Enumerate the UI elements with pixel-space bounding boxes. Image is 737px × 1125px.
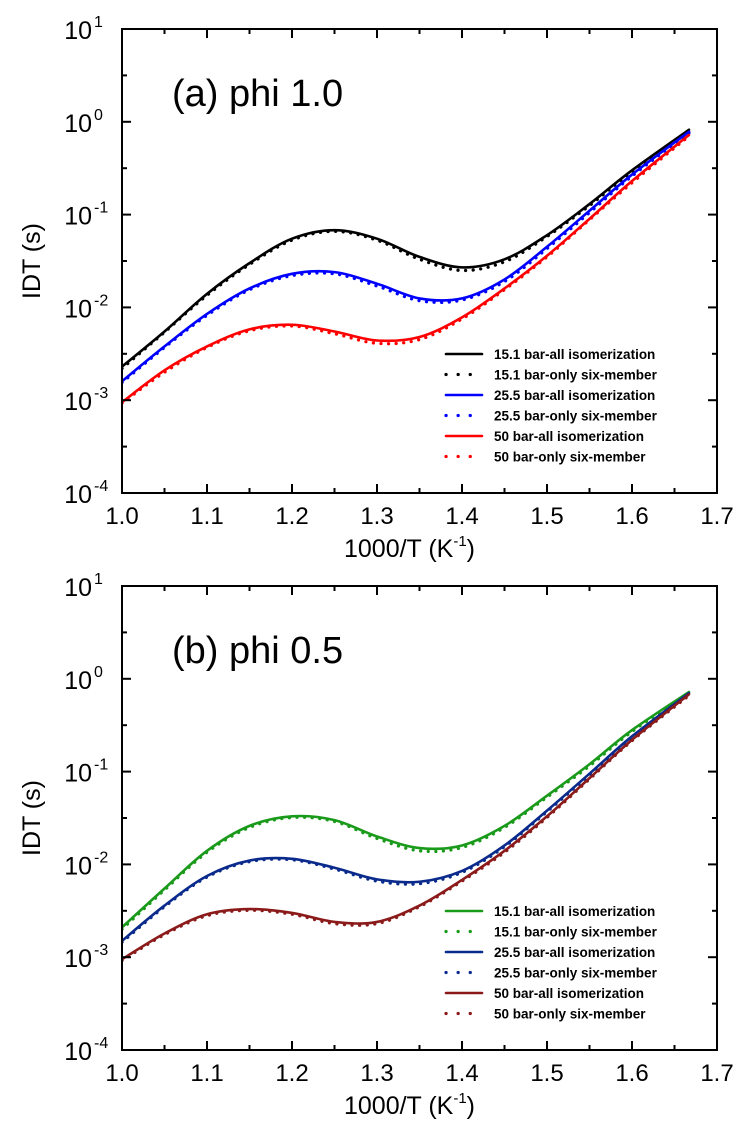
x-tick-label: 1.6 <box>615 1060 648 1087</box>
x-axis: 1.0 1.1 1.2 1.3 1.4 1.5 1.6 1.7 <box>105 29 734 530</box>
x-tick-label: 1.2 <box>275 1060 308 1087</box>
x-tick-label: 1.3 <box>360 503 393 530</box>
y-tick-label-base: 10 <box>64 17 92 45</box>
y-tick-label-exponent: -2 <box>94 849 108 866</box>
legend-label: 15.1 bar-only six-member <box>494 368 658 383</box>
y-axis-title: IDT (s) <box>18 223 46 299</box>
x-tick-label: 1.5 <box>530 1060 563 1087</box>
y-tick-label-base: 10 <box>64 481 92 509</box>
x-axis-title: 1000/T (K-1) <box>344 1090 475 1120</box>
x-tick-label: 1.1 <box>190 1060 223 1087</box>
y-tick-label-base: 10 <box>64 945 92 973</box>
y-tick-label-exponent: 0 <box>94 664 103 681</box>
series-group <box>122 690 691 963</box>
series-line <box>122 691 691 931</box>
chart-panel-b: 1.0 1.1 1.2 1.3 1.4 1.5 1.6 1.710-410-310-210-1… <box>18 571 734 1120</box>
y-tick-label-base: 10 <box>64 574 92 602</box>
x-tick-label: 1.1 <box>190 503 223 530</box>
legend-label: 25.5 bar-all isomerization <box>494 945 655 960</box>
y-tick-label-exponent: 1 <box>94 571 103 588</box>
legend-label: 50 bar-all isomerization <box>494 429 644 444</box>
legend-label: 15.1 bar-all isomerization <box>494 904 655 919</box>
x-tick-label: 1.7 <box>700 1060 733 1087</box>
series-line <box>122 131 691 385</box>
series-line <box>122 693 691 963</box>
legend-label: 25.5 bar-only six-member <box>494 966 658 981</box>
y-tick-label-exponent: -2 <box>94 292 108 309</box>
y-tick-label-exponent: 1 <box>94 14 103 31</box>
legend-label: 50 bar-only six-member <box>494 450 646 465</box>
y-tick-label-exponent: 0 <box>94 107 103 124</box>
legend: 15.1 bar-all isomerization 15.1 bar-only … <box>444 904 658 1022</box>
panel-label: (b) phi 0.5 <box>172 630 343 672</box>
y-tick-label-base: 10 <box>64 667 92 695</box>
legend-label: 50 bar-all isomerization <box>494 986 644 1001</box>
legend-label: 15.1 bar-all isomerization <box>494 347 655 362</box>
series-line <box>122 130 691 383</box>
y-tick-label-exponent: -4 <box>94 1035 108 1052</box>
y-tick-label-exponent: -3 <box>94 385 108 402</box>
x-tick-label: 1.7 <box>700 503 733 530</box>
y-tick-label-base: 10 <box>64 203 92 231</box>
series-line <box>122 134 691 405</box>
legend-label: 25.5 bar-all isomerization <box>494 388 655 403</box>
legend-label: 15.1 bar-only six-member <box>494 925 658 940</box>
y-tick-label-exponent: -1 <box>94 200 108 217</box>
x-tick-label: 1.2 <box>275 503 308 530</box>
x-tick-label: 1.4 <box>445 503 478 530</box>
series-line <box>122 693 691 961</box>
series-line <box>122 690 691 929</box>
y-tick-label-base: 10 <box>64 295 92 323</box>
x-tick-label: 1.4 <box>445 1060 478 1087</box>
y-tick-label-exponent: -3 <box>94 942 108 959</box>
x-tick-label: 1.6 <box>615 503 648 530</box>
series-group <box>122 128 691 405</box>
y-tick-label-base: 10 <box>64 110 92 138</box>
y-tick-label-exponent: -4 <box>94 478 108 495</box>
series-line <box>122 133 691 404</box>
y-tick-label-base: 10 <box>64 1038 92 1066</box>
legend-label: 50 bar-only six-member <box>494 1007 646 1022</box>
y-tick-label-base: 10 <box>64 852 92 880</box>
y-axis-title: IDT (s) <box>18 780 46 856</box>
y-tick-label-exponent: -1 <box>94 757 108 774</box>
x-tick-label: 1.0 <box>105 503 138 530</box>
y-tick-label-base: 10 <box>64 388 92 416</box>
series-line <box>122 128 691 368</box>
x-axis: 1.0 1.1 1.2 1.3 1.4 1.5 1.6 1.7 <box>105 586 734 1087</box>
x-tick-label: 1.5 <box>530 503 563 530</box>
y-tick-label-base: 10 <box>64 760 92 788</box>
chart-panel-a: 1.0 1.1 1.2 1.3 1.4 1.5 1.6 1.710-410-310-210-1… <box>18 14 734 563</box>
series-line <box>122 129 691 371</box>
x-tick-label: 1.3 <box>360 1060 393 1087</box>
x-axis-title: 1000/T (K-1) <box>344 533 475 563</box>
panel-label: (a) phi 1.0 <box>172 73 343 115</box>
legend-label: 25.5 bar-only six-member <box>494 409 658 424</box>
series-line <box>122 692 691 944</box>
legend: 15.1 bar-all isomerization 15.1 bar-only … <box>444 347 658 465</box>
x-tick-label: 1.0 <box>105 1060 138 1087</box>
